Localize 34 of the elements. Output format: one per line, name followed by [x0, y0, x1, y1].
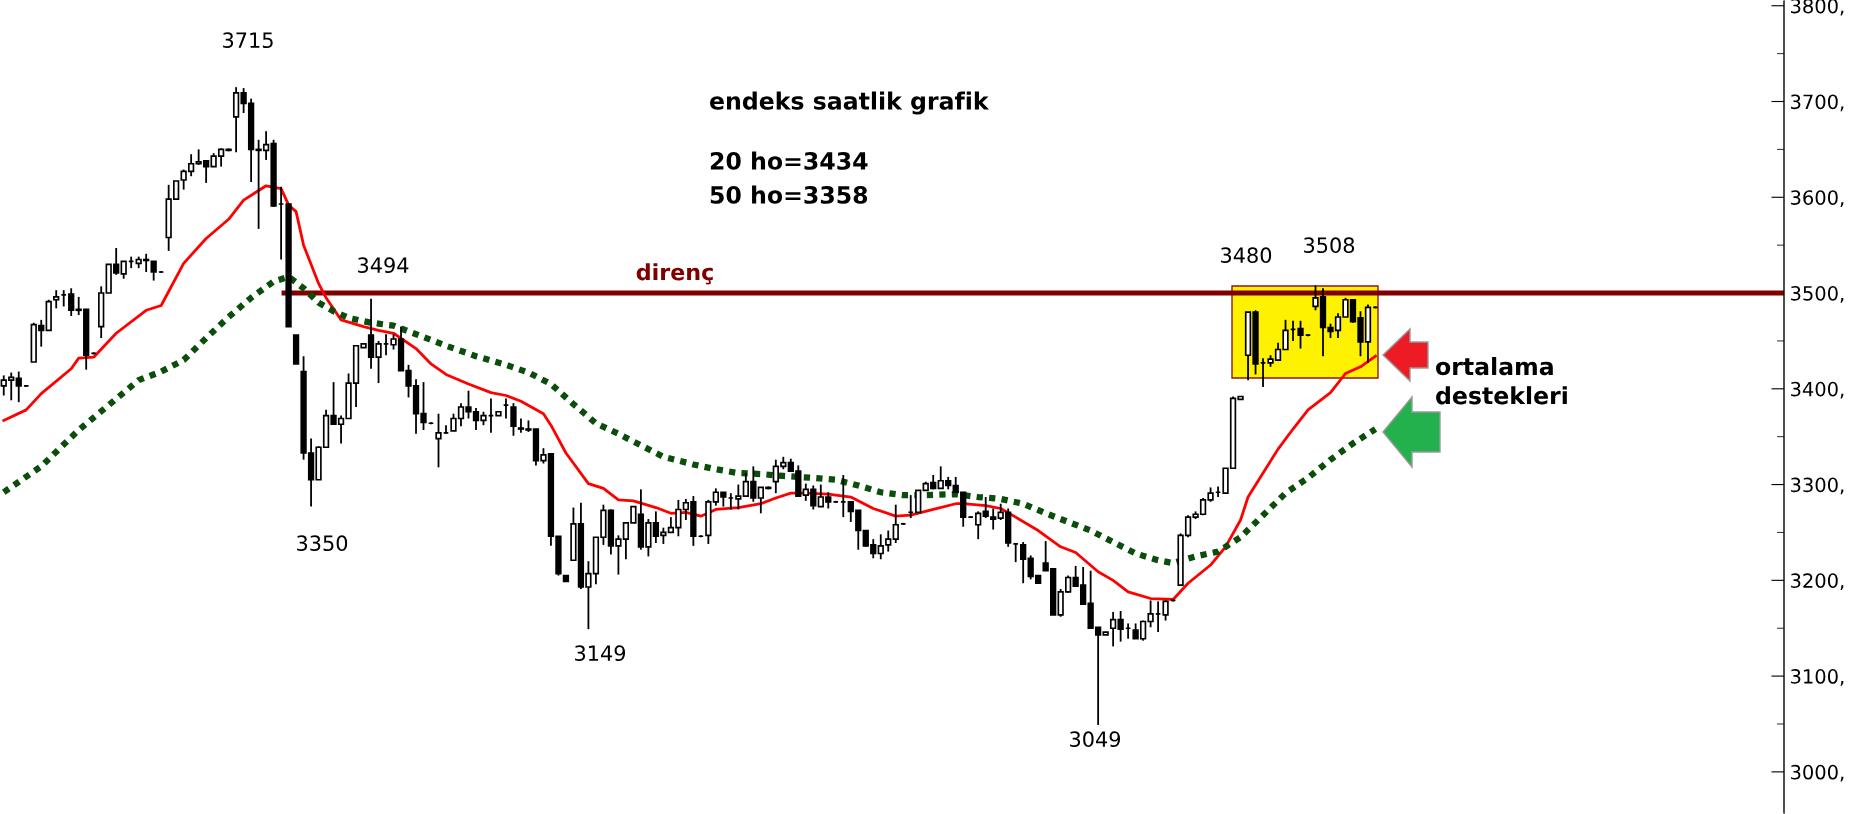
annotation: 3350	[297, 535, 348, 552]
y-tick-label: 3300,	[1791, 477, 1844, 495]
y-tick-label: 3000,	[1791, 764, 1844, 782]
y-tick-label: 3200,	[1791, 573, 1844, 590]
candlestick	[1162, 599, 1169, 622]
annotation: 3049	[1070, 731, 1121, 748]
candlestick	[510, 402, 517, 437]
candlestick	[15, 370, 22, 404]
line-series	[2, 184, 1377, 601]
y-tick-label: 3700,	[1791, 94, 1844, 112]
candlestick	[435, 412, 442, 469]
annotation: 20 ho=3434	[710, 151, 868, 170]
ref-line-label: direnç	[636, 263, 713, 285]
candlestick	[892, 503, 899, 544]
candlestick	[975, 510, 982, 541]
candlestick	[915, 489, 922, 514]
y-tick-label: 3600,	[1791, 190, 1844, 207]
candlestick	[68, 287, 75, 317]
y-tick-label: 3400,	[1791, 381, 1844, 399]
candlestick	[53, 289, 60, 310]
annotation: 3715	[223, 32, 273, 49]
annotation: 3494	[358, 257, 409, 274]
annotation: 3480	[1221, 247, 1272, 264]
annotation: 3149	[575, 645, 626, 662]
annotation: 3508	[1304, 237, 1355, 254]
y-tick-label: 3100,	[1791, 669, 1844, 686]
candlestick	[150, 260, 157, 282]
text: endeks saatlik grafik	[710, 91, 990, 115]
y-tick-label: 3500,	[1791, 286, 1844, 303]
annotation: ortalama destekleri	[1436, 357, 1567, 405]
candlestick	[1020, 541, 1027, 585]
candlestick	[735, 483, 742, 511]
candlestick	[1297, 319, 1304, 350]
annotation: 50 ho=3358	[710, 185, 868, 204]
